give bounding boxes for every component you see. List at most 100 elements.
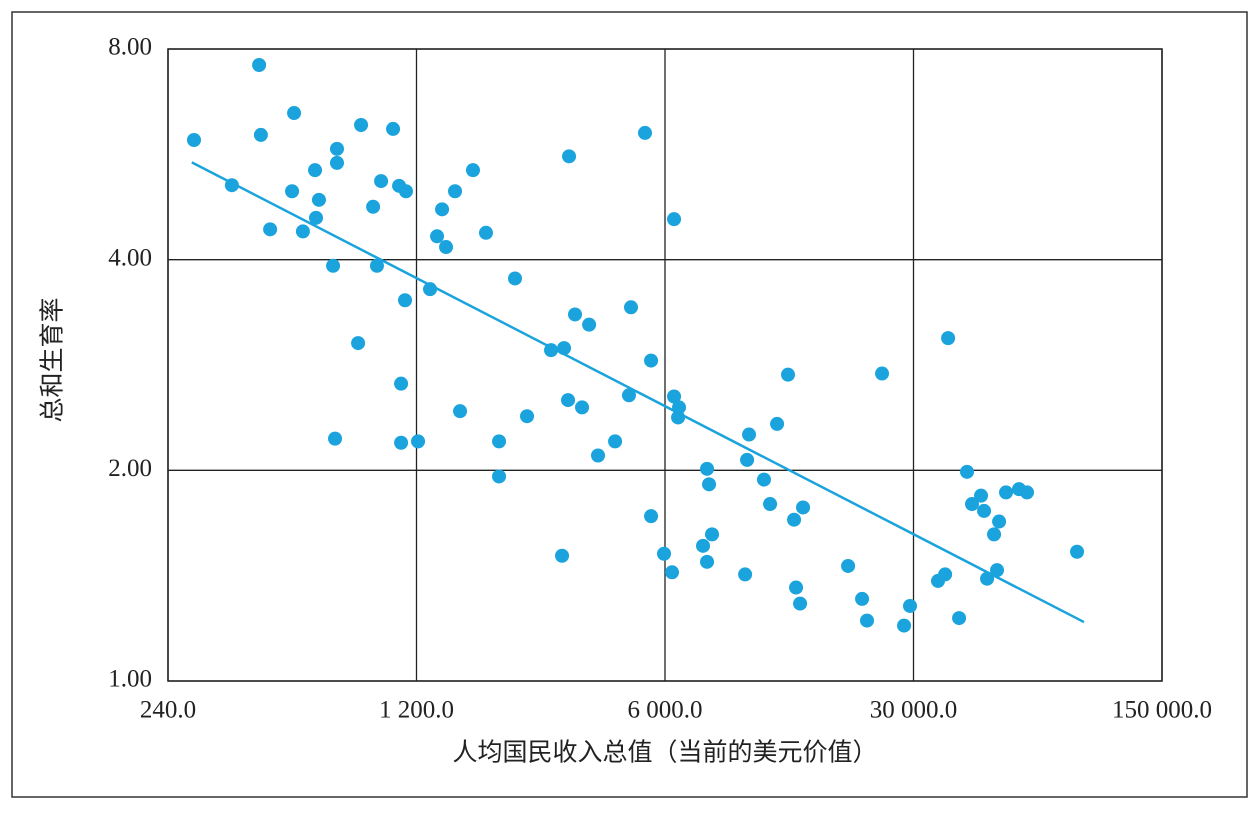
point	[263, 222, 278, 237]
point	[1070, 544, 1085, 559]
point	[665, 565, 680, 580]
x-tick-label: 30 000.0	[870, 697, 958, 724]
point	[430, 229, 445, 244]
point	[657, 546, 672, 561]
point	[860, 613, 875, 628]
point	[705, 527, 720, 542]
point	[974, 488, 989, 503]
point	[435, 202, 450, 217]
point	[770, 416, 785, 431]
point	[700, 461, 715, 476]
point	[644, 353, 659, 368]
point	[621, 388, 636, 403]
point	[369, 258, 384, 273]
point	[285, 184, 300, 199]
y-tick-label: 2.00	[108, 455, 152, 482]
point	[696, 538, 711, 553]
point	[394, 435, 409, 450]
y-axis-label: 总和生育率	[39, 297, 67, 422]
point	[793, 596, 808, 611]
point	[667, 212, 682, 227]
point	[952, 611, 967, 626]
point	[329, 155, 344, 170]
point	[374, 174, 389, 189]
point	[990, 563, 1005, 578]
point	[448, 184, 463, 199]
point	[386, 121, 401, 136]
point	[308, 163, 323, 178]
point	[855, 591, 870, 606]
x-tick-label: 150 000.0	[1112, 697, 1212, 724]
y-tick-label: 8.00	[108, 34, 152, 61]
y-tick-label: 1.00	[108, 666, 152, 693]
frame	[11, 11, 1248, 798]
point	[781, 367, 796, 382]
point	[582, 317, 597, 332]
point	[253, 127, 268, 142]
point	[742, 427, 757, 442]
plot-border	[167, 48, 1163, 682]
point	[960, 464, 975, 479]
point	[667, 389, 682, 404]
point	[351, 336, 366, 351]
point	[366, 199, 381, 214]
point	[311, 192, 326, 207]
point	[520, 409, 535, 424]
point	[398, 293, 413, 308]
point	[1019, 485, 1034, 500]
x-tick-label: 1 200.0	[379, 697, 454, 724]
point	[326, 258, 341, 273]
point	[796, 500, 811, 515]
point	[702, 477, 717, 492]
point	[787, 512, 802, 527]
point	[644, 509, 659, 524]
point	[789, 580, 804, 595]
point	[295, 224, 310, 239]
trend-line	[191, 161, 1085, 624]
point	[941, 331, 956, 346]
point	[977, 503, 992, 518]
point	[354, 118, 369, 133]
x-tick-label: 240.0	[140, 697, 196, 724]
point	[992, 514, 1007, 529]
y-tick-label: 4.00	[108, 244, 152, 271]
point	[875, 366, 890, 381]
point	[568, 307, 583, 322]
point	[394, 376, 409, 391]
point	[411, 434, 426, 449]
point	[561, 393, 576, 408]
point	[903, 598, 918, 613]
point	[555, 548, 570, 563]
point	[575, 400, 590, 415]
x-axis-label: 人均国民收入总值（当前的美元价值）	[452, 739, 877, 767]
point	[287, 106, 302, 121]
point	[329, 141, 344, 156]
point	[637, 125, 652, 140]
point	[492, 469, 507, 484]
point	[453, 404, 468, 419]
point	[738, 567, 753, 582]
point	[591, 448, 606, 463]
point	[897, 618, 912, 633]
point	[562, 149, 577, 164]
point	[740, 452, 755, 467]
point	[252, 57, 267, 72]
point	[309, 210, 324, 225]
point	[507, 271, 522, 286]
point	[700, 554, 715, 569]
point	[328, 431, 343, 446]
point	[999, 485, 1014, 500]
point	[186, 133, 201, 148]
point	[763, 497, 778, 512]
point	[398, 184, 413, 199]
point	[756, 472, 771, 487]
point	[938, 567, 953, 582]
point	[841, 558, 856, 573]
point	[478, 225, 493, 240]
point	[965, 497, 980, 512]
point	[439, 240, 454, 255]
point	[465, 163, 480, 178]
point	[608, 434, 623, 449]
point	[987, 527, 1002, 542]
